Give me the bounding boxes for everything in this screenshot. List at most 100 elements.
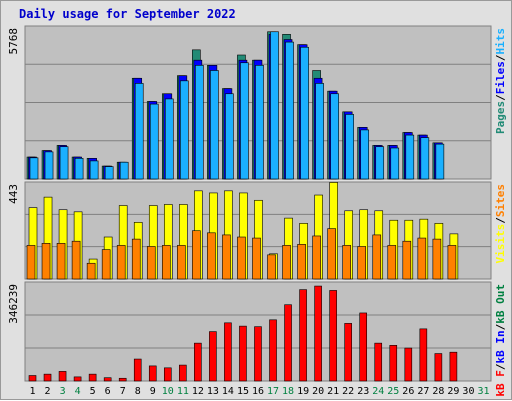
bar-hits: [195, 65, 204, 180]
bar-hits: [180, 80, 189, 180]
bar-sites: [192, 230, 201, 280]
legend-: /: [494, 323, 507, 330]
bar-hits: [405, 134, 415, 180]
bar-sites: [402, 240, 412, 280]
bar-sites: [71, 240, 81, 280]
bar-hits: [240, 62, 249, 180]
bar-hits: [270, 31, 279, 180]
right-legend-label: kB F/kB In/kB Out: [494, 284, 507, 397]
bar-hits: [89, 160, 99, 180]
x-tick-label: 28: [432, 386, 444, 397]
bar-sites: [447, 245, 457, 280]
bar-sites: [432, 238, 442, 280]
bar-hits: [225, 93, 234, 180]
bar-sites: [86, 262, 96, 280]
bar-kbytes: [239, 325, 247, 382]
bar-kbytes: [359, 312, 368, 382]
bar-sites: [342, 245, 351, 280]
y-max-label: 5768: [7, 28, 20, 55]
bar-sites: [237, 236, 246, 280]
bar-kbytes: [419, 328, 428, 382]
x-tick-label: 30: [462, 386, 474, 397]
x-tick-label: 17: [267, 386, 279, 397]
bar-hits: [164, 98, 174, 180]
x-tick-label: 8: [135, 386, 141, 397]
bar-kbytes: [344, 323, 352, 382]
bar-hits: [330, 93, 339, 180]
bar-sites: [267, 254, 276, 280]
x-tick-label: 22: [342, 386, 354, 397]
bar-hits: [44, 151, 54, 180]
bar-sites: [297, 244, 306, 280]
bar-kbytes: [329, 290, 337, 382]
legend-kbf: kB F: [494, 370, 507, 397]
bar-hits: [375, 146, 385, 180]
bar-kbytes: [224, 322, 232, 382]
bar-hits: [345, 114, 354, 180]
x-tick-label: 7: [120, 386, 126, 397]
bar-hits: [360, 129, 370, 180]
bar-sites: [222, 234, 231, 280]
x-tick-label: 23: [357, 386, 369, 397]
bar-sites: [41, 243, 51, 280]
bar-hits: [435, 143, 445, 180]
legend-kbin: kB In: [494, 330, 507, 363]
bar-hits: [420, 137, 430, 180]
legend-: /: [494, 217, 507, 224]
bar-kbytes: [58, 371, 67, 382]
bar-kbytes: [284, 304, 292, 382]
y-max-label: 346239: [7, 284, 20, 324]
x-tick-label: 27: [417, 386, 429, 397]
x-tick-label: 19: [297, 386, 309, 397]
bar-hits: [74, 158, 84, 180]
bar-kbytes: [148, 365, 157, 382]
bar-hits: [255, 65, 264, 180]
x-tick-label: 9: [150, 386, 156, 397]
bar-kbytes: [194, 342, 202, 382]
bar-sites: [161, 245, 171, 280]
x-tick-label: 12: [192, 386, 204, 397]
bar-hits: [315, 83, 324, 180]
bar-sites: [56, 243, 66, 280]
bar-hits: [210, 70, 219, 180]
bar-kbytes: [389, 345, 398, 382]
bar-sites: [101, 249, 111, 280]
x-tick-label: 14: [222, 386, 234, 397]
bar-hits: [104, 166, 114, 180]
bar-sites: [372, 234, 382, 280]
x-tick-label: 24: [372, 386, 384, 397]
x-tick-label: 1: [30, 386, 36, 397]
x-tick-label: 26: [402, 386, 414, 397]
bar-kbytes: [73, 376, 82, 382]
legend-files: Files: [494, 61, 507, 94]
right-legend-label: Visits/Sites: [494, 184, 507, 264]
legend-hits: Hits: [494, 28, 507, 55]
bar-kbytes: [28, 375, 37, 382]
x-tick-label: 29: [447, 386, 459, 397]
x-tick-label: 20: [312, 386, 324, 397]
bar-kbytes: [434, 353, 443, 382]
bar-kbytes: [118, 377, 127, 382]
bar-kbytes: [314, 285, 322, 382]
x-tick-label: 6: [105, 386, 111, 397]
x-tick-label: 3: [60, 386, 66, 397]
bar-hits: [300, 46, 309, 180]
x-tick-label: 21: [327, 386, 339, 397]
bar-kbytes: [269, 319, 277, 382]
bar-hits: [29, 157, 39, 180]
bar-hits: [119, 161, 129, 180]
x-tick-label: 10: [162, 386, 174, 397]
bar-kbytes: [209, 331, 217, 382]
x-tick-label: 16: [252, 386, 264, 397]
bar-sites: [146, 246, 156, 280]
x-tick-label: 13: [207, 386, 219, 397]
legend-: /: [494, 54, 507, 61]
bar-hits: [149, 103, 159, 180]
bar-kbytes: [43, 373, 52, 382]
bar-sites: [417, 237, 427, 280]
bar-kbytes: [254, 326, 262, 382]
bar-sites: [177, 245, 186, 280]
x-tick-label: 2: [45, 386, 51, 397]
